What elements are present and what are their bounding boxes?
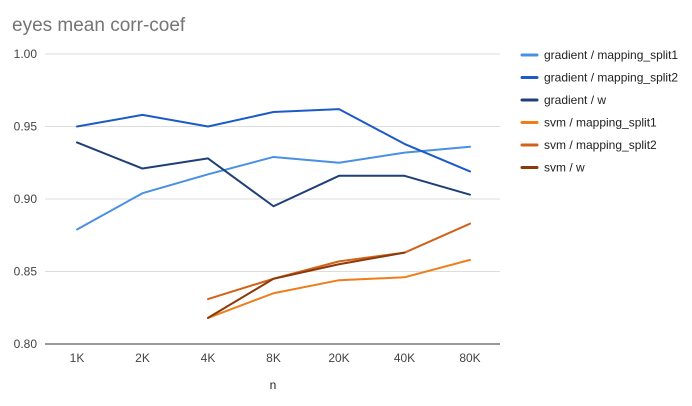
legend-item: gradient / w [520,93,606,107]
x-tick-label: 80K [459,351,480,365]
legend: gradient / mapping_split1 gradient / mapp… [520,48,678,175]
y-tick-label: 1.00 [14,47,38,61]
legend-label: gradient / mapping_split2 [544,71,678,85]
legend-label: svm / mapping_split2 [544,138,657,152]
series-6 [207,251,406,319]
series-5 [207,222,471,301]
series-line [207,258,471,319]
legend-label: svm / mapping_split1 [544,116,657,130]
x-tick-label: 8K [266,351,281,365]
series-2 [76,108,471,173]
gridlines [45,53,500,345]
y-tick-label: 0.95 [14,120,38,134]
legend-item: gradient / mapping_split1 [520,48,678,62]
series-line [76,145,471,231]
series-line [76,108,471,173]
x-tick-label: 20K [328,351,349,365]
x-tick-label: 2K [135,351,150,365]
series-line [207,222,471,301]
series-line [207,251,406,319]
legend-label: svm / w [544,161,585,175]
series-3 [76,141,471,208]
y-tick-label: 0.90 [14,192,38,206]
legend-label: gradient / w [544,93,606,107]
series-line [76,141,471,208]
legend-item: svm / w [520,161,585,175]
x-tick-label: 40K [394,351,415,365]
y-axis-ticks: 0.80 0.85 0.90 0.95 1.00 [14,47,38,351]
legend-item: svm / mapping_split1 [520,116,657,130]
y-tick-label: 0.80 [14,337,38,351]
x-tick-label: 1K [70,351,85,365]
legend-item: svm / mapping_split2 [520,138,657,152]
series-4 [207,258,471,319]
x-tick-label: 4K [201,351,216,365]
y-tick-label: 0.85 [14,265,38,279]
series-lines [76,108,471,319]
legend-label: gradient / mapping_split1 [544,48,678,62]
x-axis-ticks: 1K 2K 4K 8K 20K 40K 80K [70,351,481,365]
x-axis-label: n [270,378,277,392]
chart-title: eyes mean corr-coef [12,15,186,36]
series-1 [76,145,471,231]
legend-item: gradient / mapping_split2 [520,71,678,85]
